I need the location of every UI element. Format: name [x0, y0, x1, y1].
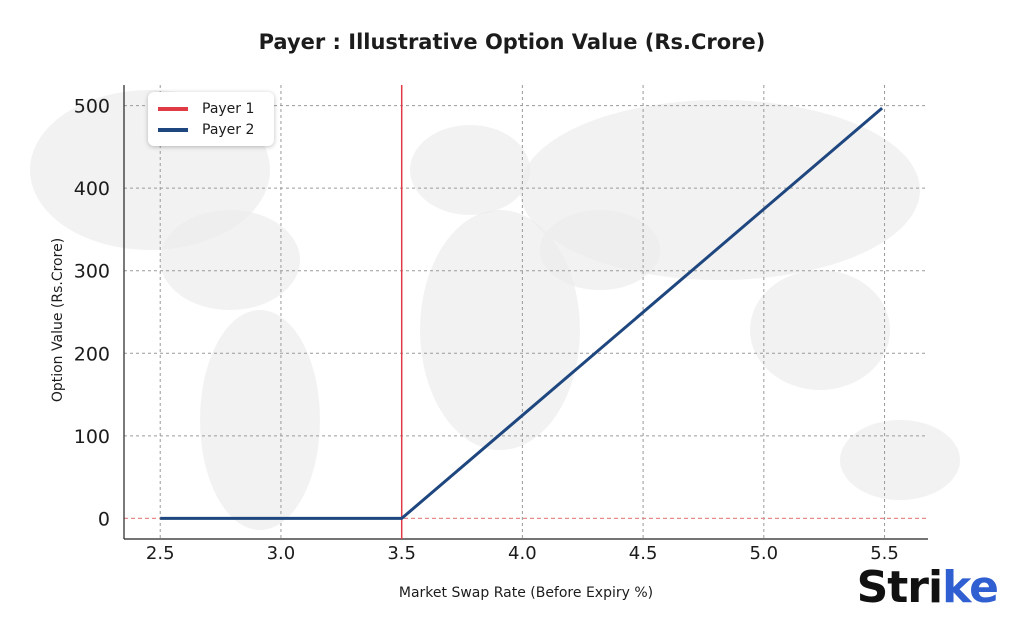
map-region-7 [840, 420, 960, 500]
map-region-6 [750, 270, 890, 390]
map-region-8 [540, 210, 660, 290]
legend-item-payer-2: Payer 2 [158, 120, 254, 140]
legend-swatch-payer-1 [158, 107, 188, 111]
y-tick-label-3: 300 [74, 261, 110, 283]
map-region-3 [410, 125, 530, 215]
tick-labels: 2.5 3.0 3.5 4.0 4.5 5.0 5.5 0 100 200 300 400 500 [74, 96, 899, 564]
y-tick-label-2: 200 [74, 343, 110, 365]
chart-title: Payer : Illustrative Option Value (Rs.Cr… [258, 30, 766, 54]
strike-logo: Strike [856, 562, 999, 613]
legend-swatch-payer-2 [158, 128, 188, 132]
x-tick-label-4: 4.5 [629, 543, 658, 564]
y-tick-label-0: 0 [98, 508, 110, 530]
x-axis-label: Market Swap Rate (Before Expiry %) [398, 585, 654, 601]
map-region-1 [160, 210, 300, 310]
y-axis-label: Option Value (Rs.Crore) [50, 237, 66, 403]
logo-text-accent: ke [942, 562, 999, 613]
y-tick-label-5: 500 [74, 96, 110, 118]
world-map-watermark [30, 90, 960, 530]
map-region-4 [420, 210, 580, 450]
y-tick-label-1: 100 [74, 426, 110, 448]
legend: Payer 1 Payer 2 [148, 92, 274, 146]
logo-text-main: Stri [856, 562, 944, 613]
x-tick-label-0: 2.5 [146, 543, 175, 564]
x-tick-label-6: 5.5 [870, 543, 899, 564]
series-line-payer-2 [160, 106, 884, 520]
axes [123, 85, 928, 540]
legend-label-payer-2: Payer 2 [202, 122, 255, 138]
map-region-2 [200, 310, 320, 530]
legend-item-payer-1: Payer 1 [158, 99, 254, 119]
series-lines [160, 85, 884, 539]
x-tick-label-2: 3.5 [387, 543, 416, 564]
x-tick-label-5: 5.0 [749, 543, 778, 564]
y-tick-label-4: 400 [74, 178, 110, 200]
x-tick-label-1: 3.0 [267, 543, 296, 564]
legend-label-payer-1: Payer 1 [202, 101, 255, 117]
x-tick-label-3: 4.0 [508, 543, 537, 564]
